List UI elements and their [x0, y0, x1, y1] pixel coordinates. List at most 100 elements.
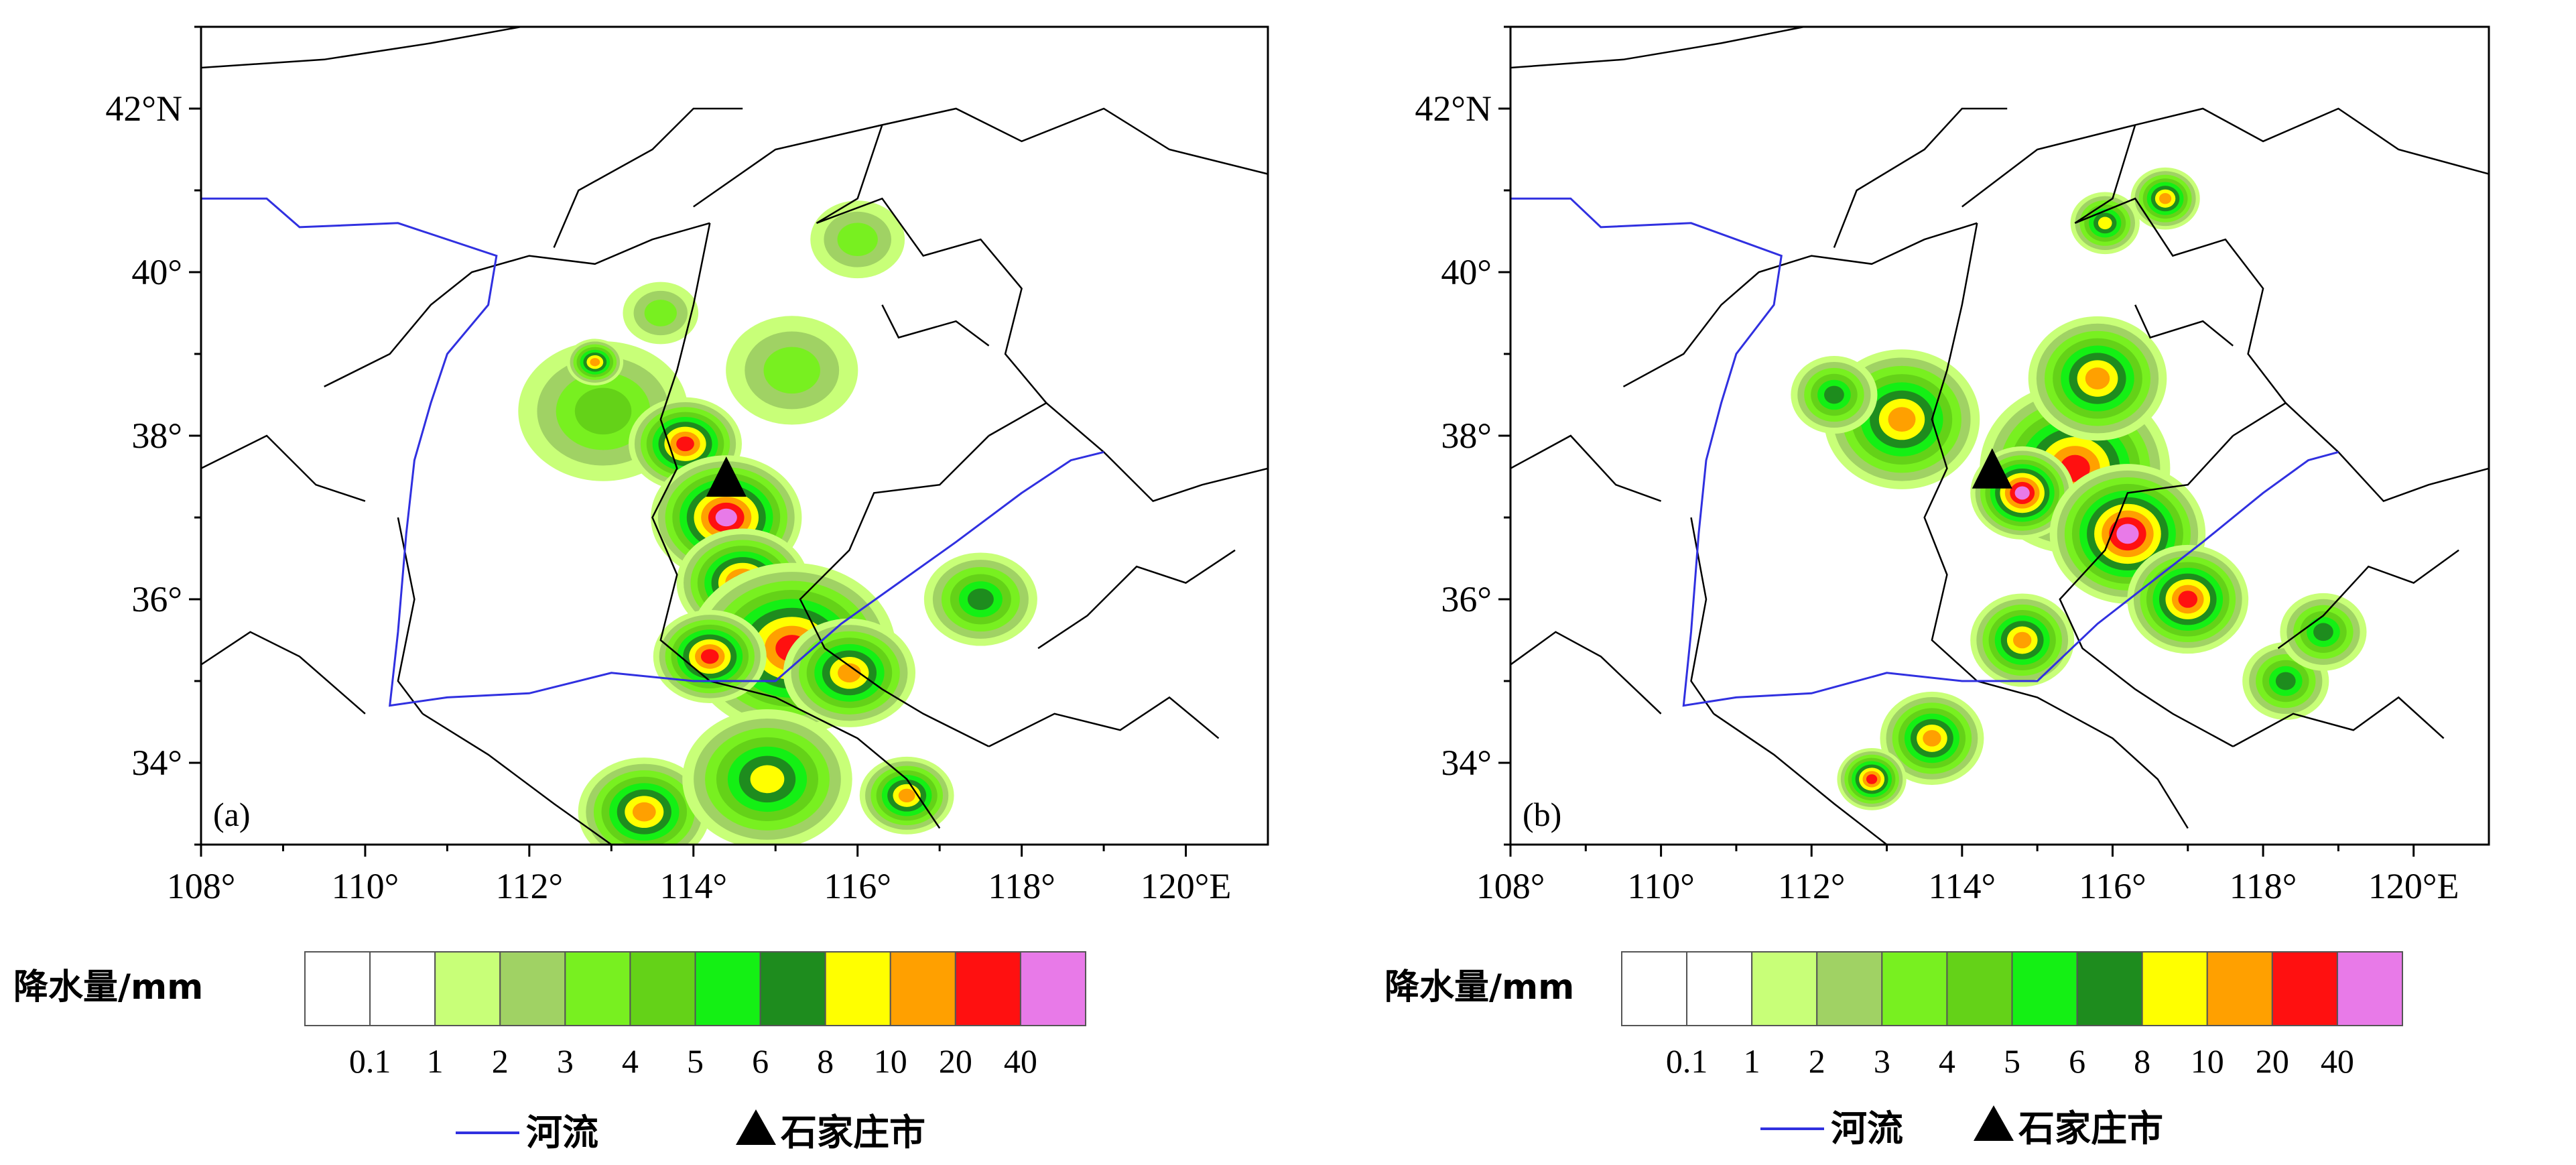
- province-border-b-6: [2074, 197, 2287, 437]
- colorbar-cell-a-3: [499, 951, 566, 1026]
- province-border-b-13: [2277, 549, 2459, 650]
- colorbar-cell-a-8: [824, 951, 891, 1026]
- colorbar-cell-a-9: [889, 951, 956, 1026]
- colorbar-value-b-3: 3: [1874, 1042, 1890, 1080]
- x-axis-b: 108° 110° 112° 114° 116° 118° 120°E: [1476, 845, 2459, 906]
- province-border-b-2: [1690, 517, 1715, 715]
- colorbar-cell-a-4: [564, 951, 631, 1026]
- province-border-a-0: [201, 27, 521, 69]
- precip-blob-a-5-level-9: [700, 649, 719, 664]
- colorbar-cell-a-7: [759, 951, 826, 1026]
- panel-a: 108° 110° 112° 114° 116° 118° 120°E 42°N 40° 38°…: [105, 25, 1269, 906]
- province-border-a-1: [324, 222, 710, 387]
- x-tick-label-b-3: 114°: [1929, 866, 1996, 906]
- colorbar-value-a-1: 1: [427, 1042, 444, 1080]
- colorbar-value-b-5: 5: [2004, 1042, 2020, 1080]
- x-tick-label-a-0: 108°: [167, 866, 236, 906]
- city-legend-label-b: 石家庄市: [2018, 1107, 2163, 1150]
- colorbar-value-b-0: 0.1: [1666, 1042, 1708, 1080]
- province-border-b-10: [1713, 713, 1888, 845]
- colorbar-cell-b-6: [2011, 951, 2078, 1026]
- precip-blob-b-7-level-6: [2275, 672, 2296, 690]
- colorbar-value-a-4: 4: [622, 1042, 639, 1080]
- colorbar-title-b: 降水量/mm: [1384, 967, 1574, 1007]
- province-border-a-14: [201, 631, 366, 715]
- colorbar-cell-b-9: [2206, 951, 2273, 1026]
- province-border-b-12: [2232, 696, 2445, 747]
- precip-field-a: [518, 200, 1037, 845]
- city-legend-label-a: 石家庄市: [781, 1111, 925, 1154]
- province-border-a-10: [422, 713, 613, 845]
- colorbar-value-a-0: 0.1: [349, 1042, 391, 1080]
- river-a: [201, 197, 1104, 707]
- colorbar-cell-b-5: [1946, 951, 2013, 1026]
- province-border-b-14: [1510, 631, 1662, 715]
- province-border-a-12: [988, 696, 1220, 747]
- yellow-river-b: [1510, 197, 2339, 707]
- city-marker-b: [1972, 448, 2012, 489]
- precip-blob-a-9-level-8: [898, 788, 915, 803]
- colorbar-cell-a-10: [954, 951, 1021, 1026]
- colorbar-b: 降水量/mm 0.1 1 2 3 4 5 6 8 10 20 40: [1384, 951, 2404, 1080]
- precip-blob-a-7-level-8: [632, 802, 656, 822]
- province-border-a-5: [693, 107, 1268, 208]
- province-border-a-6: [816, 197, 1048, 437]
- river-legend-label-b: 河流: [1831, 1107, 1903, 1150]
- province-border-a-2: [397, 517, 424, 715]
- y-tick-label-a-1: 40°: [131, 252, 182, 292]
- y-tick-label-a-2: 38°: [131, 416, 182, 456]
- province-border-a-9: [709, 680, 941, 829]
- y-tick-label-a-4: 34°: [131, 743, 182, 783]
- province-border-b-4: [1923, 223, 1978, 682]
- precip-blob-b-8-level-8: [1923, 730, 1941, 747]
- colorbar-cell-a-2: [434, 951, 501, 1026]
- precip-blob-a-0-level-4: [574, 387, 632, 435]
- precip-blob-b-5-level-8: [2085, 367, 2110, 389]
- province-border-a-11: [1045, 402, 1268, 503]
- province-border-b-16: [2074, 125, 2136, 224]
- precip-blob-a-11-level-3: [763, 347, 820, 394]
- precip-blob-b-10-level-8: [2159, 193, 2172, 204]
- colorbar-cell-a-1: [369, 951, 436, 1026]
- precip-blob-a-8-level-7: [750, 765, 785, 794]
- precip-blob-b-1-level-10: [2014, 486, 2030, 500]
- province-border-a-8: [799, 435, 990, 747]
- colorbar-cell-b-7: [2076, 951, 2143, 1026]
- x-tick-label-b-0: 108°: [1476, 866, 1545, 906]
- precip-blob-b-6-level-8: [2013, 631, 2032, 649]
- precip-blob-a-13-level-8: [590, 358, 600, 367]
- colorbar-value-b-1: 1: [1744, 1042, 1760, 1080]
- precip-blob-b-3-level-9: [2178, 591, 2198, 608]
- x-tick-label-b-5: 118°: [2230, 866, 2297, 906]
- colorbar-cell-a-11: [1019, 951, 1086, 1026]
- colorbar-value-b-6: 6: [2069, 1042, 2085, 1080]
- y-tick-label-b-0: 42°N: [1415, 88, 1492, 129]
- x-tick-label-a-4: 116°: [824, 866, 891, 906]
- y-tick-label-a-0: 42°N: [105, 88, 182, 129]
- province-border-b-8: [2059, 435, 2234, 747]
- x-tick-label-a-3: 114°: [659, 866, 727, 906]
- x-axis-a: 108° 110° 112° 114° 116° 118° 120°E: [167, 845, 1232, 906]
- y-tick-label-b-1: 40°: [1441, 252, 1492, 292]
- x-tick-label-a-6: 120°E: [1141, 866, 1232, 906]
- x-tick-label-b-6: 120°E: [2368, 866, 2459, 906]
- city-legend-marker-a: [736, 1109, 776, 1145]
- colorbar-value-a-6: 6: [752, 1042, 769, 1080]
- colorbar-cell-b-3: [1816, 951, 1883, 1026]
- river-b: [1510, 197, 2339, 707]
- colorbar-cell-a-5: [629, 951, 696, 1026]
- province-border-b-7: [2134, 304, 2234, 347]
- colorbar-cell-b-0: [1621, 951, 1688, 1026]
- colorbar-value-b-9: 20: [2256, 1042, 2289, 1080]
- y-tick-label-b-4: 34°: [1441, 743, 1492, 783]
- colorbar-value-a-9: 20: [939, 1042, 972, 1080]
- legend-b: 河流 石家庄市: [1760, 1105, 2163, 1150]
- x-tick-label-b-1: 110°: [1627, 866, 1695, 906]
- colorbar-cell-a-6: [694, 951, 761, 1026]
- precip-blob-a-2-level-10: [715, 508, 737, 527]
- province-border-a-3: [553, 107, 743, 248]
- colorbar-a: 降水量/mm 0.1 1 2 3 4 5 6 8 10 20 40: [13, 951, 1086, 1080]
- province-border-a-15: [201, 434, 366, 502]
- colorbar-value-a-10: 40: [1004, 1042, 1037, 1080]
